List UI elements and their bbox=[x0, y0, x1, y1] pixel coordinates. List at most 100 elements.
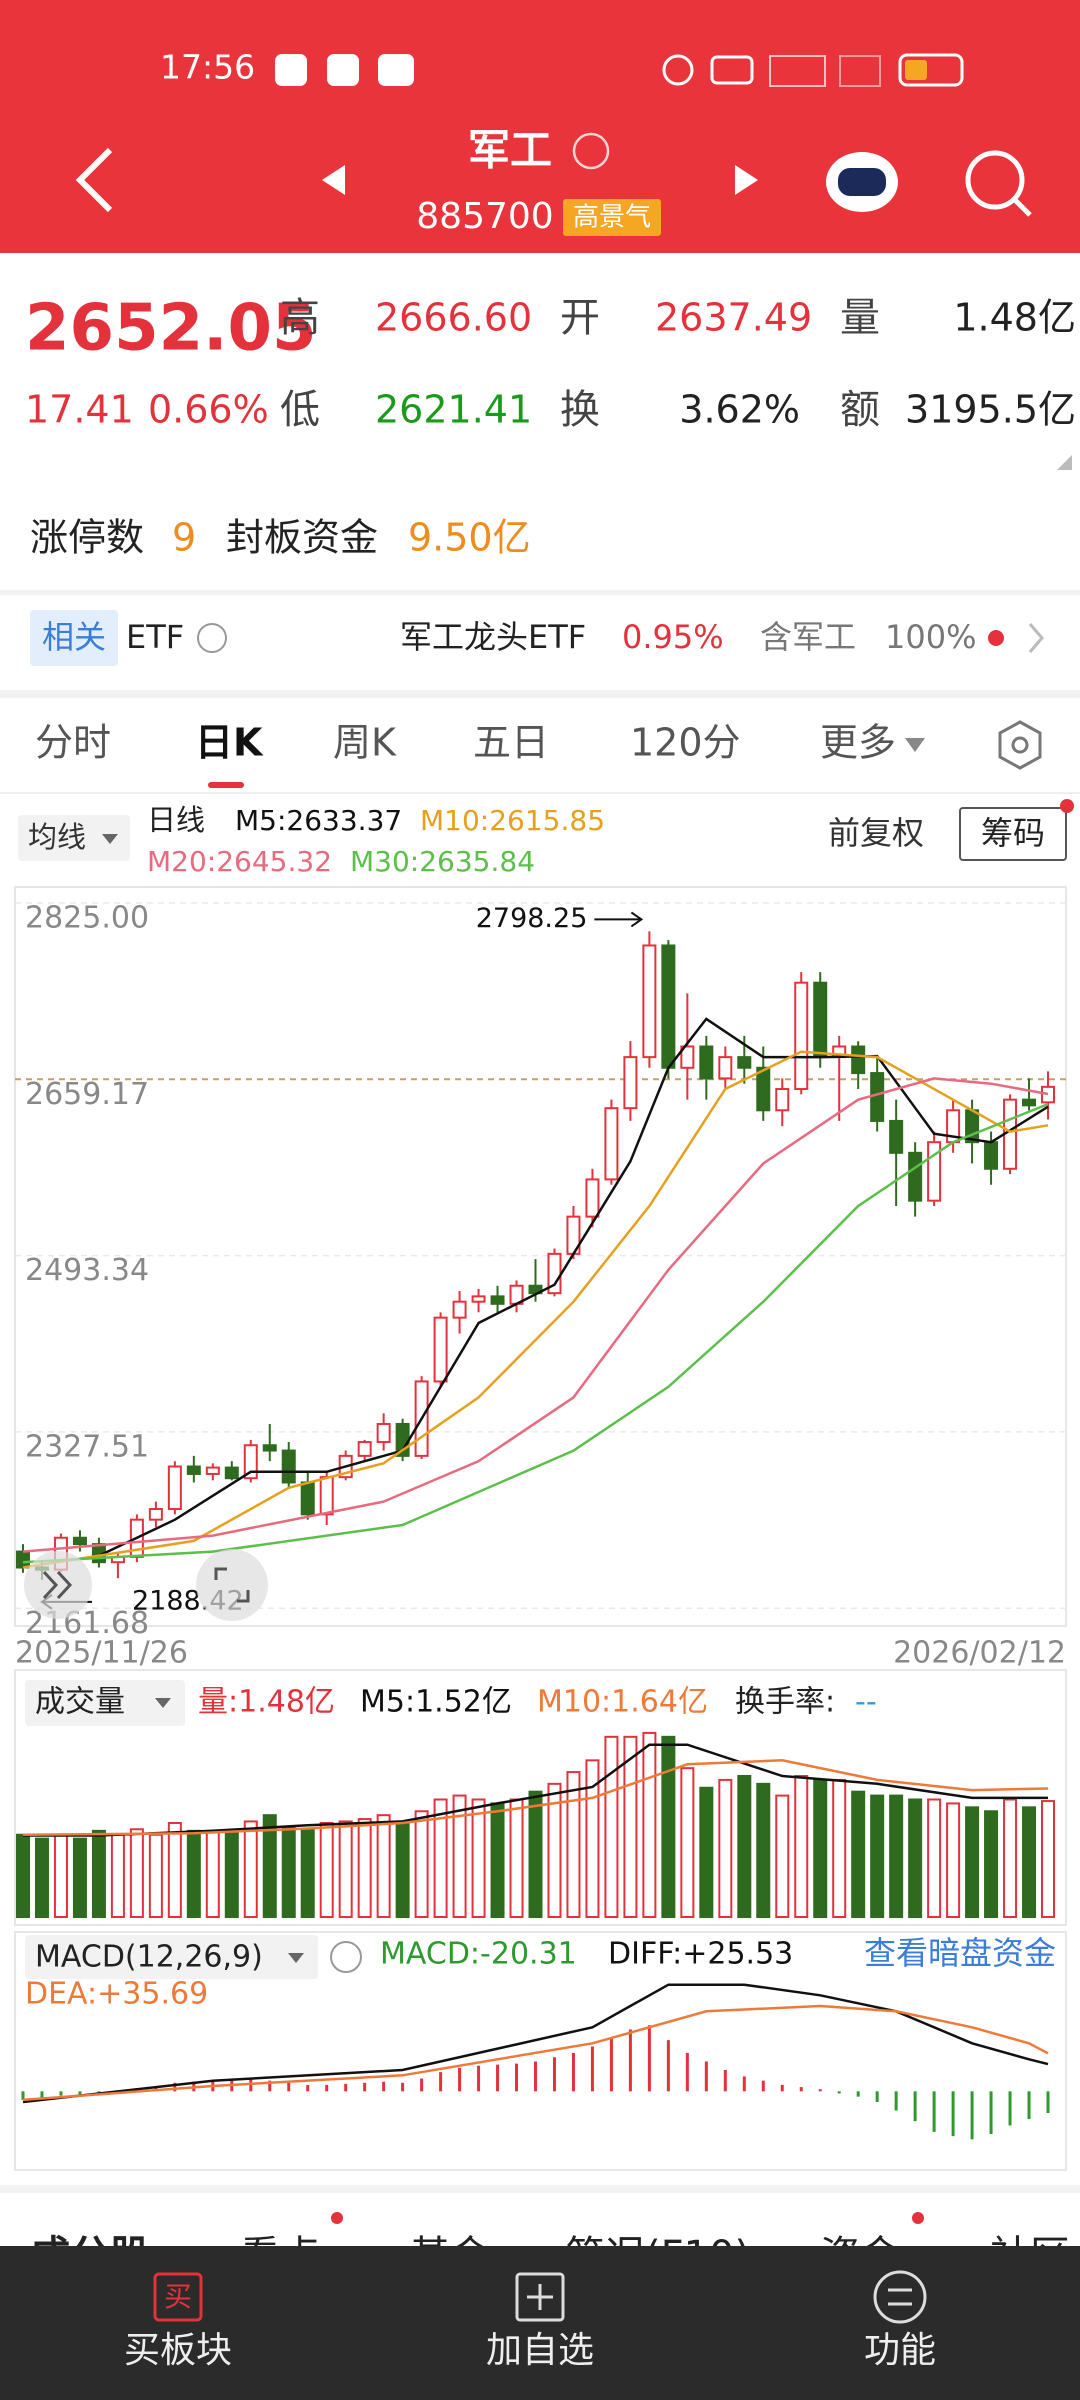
volume-bar bbox=[129, 1828, 144, 1919]
line bbox=[22, 1050, 1049, 1569]
settings-dot bbox=[1011, 736, 1029, 754]
volume-bar bbox=[718, 1778, 733, 1918]
volume-bar bbox=[262, 1814, 277, 1918]
ma-legend: M10:2615.85 bbox=[420, 804, 605, 837]
volume-bar bbox=[775, 1794, 790, 1919]
candle-body bbox=[908, 1151, 923, 1202]
tag-bg bbox=[563, 199, 661, 236]
volume-legend: -- bbox=[855, 1685, 877, 1720]
next-button[interactable] bbox=[735, 165, 758, 195]
settings-button[interactable] bbox=[998, 720, 1042, 770]
volume-bar bbox=[148, 1833, 163, 1918]
kline-frame bbox=[14, 886, 1067, 1627]
dropdown bbox=[905, 738, 925, 752]
chevron[interactable] bbox=[1028, 623, 1044, 653]
candle-body bbox=[718, 1056, 733, 1080]
adjust[interactable]: 前复权 bbox=[828, 814, 924, 852]
tab[interactable]: 更多 bbox=[820, 721, 896, 765]
volume-bar bbox=[167, 1822, 182, 1918]
limit-label: 涨停数 bbox=[30, 516, 144, 560]
volume-bar bbox=[965, 1806, 980, 1919]
ma-button[interactable]: 均线 bbox=[28, 820, 86, 854]
back-button[interactable] bbox=[75, 147, 113, 213]
etf-tag: 相关 bbox=[42, 618, 106, 656]
volume-bar bbox=[319, 1822, 334, 1918]
volume-bar bbox=[186, 1829, 201, 1919]
dropdown bbox=[155, 1698, 171, 1708]
volume-bar bbox=[205, 1831, 220, 1919]
line bbox=[23, 1743, 1048, 1837]
y-tick-label: 2659.17 bbox=[25, 1077, 149, 1112]
field-value: 2666.60 bbox=[375, 296, 532, 340]
battery-level bbox=[905, 60, 927, 80]
candle-body bbox=[756, 1066, 771, 1112]
candle-body bbox=[851, 1045, 866, 1075]
tab[interactable]: 分时 bbox=[35, 721, 111, 765]
line bbox=[22, 1983, 1049, 2104]
dot bbox=[1060, 799, 1074, 813]
volume-frame bbox=[14, 1669, 1067, 1926]
ma-button-bg[interactable] bbox=[18, 815, 130, 861]
candle-body bbox=[889, 1119, 904, 1154]
volume-button[interactable]: 成交量 bbox=[35, 1685, 125, 1720]
volume-bar bbox=[908, 1798, 923, 1918]
chips-button[interactable]: 筹码 bbox=[981, 814, 1045, 852]
volume-bar bbox=[509, 1798, 524, 1918]
nav-item[interactable]: 买板块 bbox=[124, 2330, 232, 2371]
nav-item[interactable]: 功能 bbox=[864, 2330, 936, 2371]
info-icon[interactable] bbox=[572, 132, 610, 170]
buy-icon[interactable] bbox=[153, 2272, 203, 2322]
line bbox=[98, 1017, 1049, 1557]
candle-body bbox=[72, 1536, 87, 1546]
volume-bar bbox=[1003, 1798, 1018, 1918]
volume-bar bbox=[34, 1837, 49, 1918]
x-label: 2026/02/12 bbox=[893, 1636, 1066, 1671]
candle-body bbox=[148, 1508, 163, 1521]
tab[interactable]: 120分 bbox=[630, 721, 741, 765]
dropdown bbox=[102, 834, 118, 844]
candle-body bbox=[1041, 1085, 1055, 1104]
candle-body bbox=[737, 1056, 752, 1069]
candle-body bbox=[300, 1481, 315, 1516]
volume-bar bbox=[281, 1825, 296, 1918]
volume-chart bbox=[16, 1731, 1055, 1919]
macd-button-bg[interactable] bbox=[25, 1935, 318, 1979]
volume-bar bbox=[490, 1802, 505, 1918]
help-icon[interactable] bbox=[197, 623, 227, 653]
chips-button-bg[interactable] bbox=[959, 807, 1067, 861]
add-icon[interactable] bbox=[515, 2272, 565, 2322]
etf-pct: 0.95% bbox=[622, 618, 724, 656]
nav-item[interactable]: 加自选 bbox=[486, 2330, 594, 2371]
volume-legend: M10:1.64亿 bbox=[537, 1685, 708, 1720]
volume-bar bbox=[1041, 1800, 1055, 1918]
limit-count: 9 bbox=[172, 516, 196, 560]
volume-bar bbox=[661, 1735, 676, 1919]
func-icon[interactable] bbox=[873, 2270, 927, 2324]
prev-button[interactable] bbox=[322, 165, 345, 195]
volume-bar bbox=[566, 1771, 581, 1919]
clock: 17:56 bbox=[160, 48, 255, 87]
candle-body bbox=[357, 1441, 372, 1457]
tab[interactable]: 五日 bbox=[473, 721, 549, 765]
fullscreen-icon bbox=[214, 1567, 250, 1603]
fullscreen-button[interactable] bbox=[196, 1549, 268, 1621]
holding-label: 含军工 bbox=[760, 618, 856, 656]
volume-bar bbox=[53, 1833, 68, 1918]
hd-icon bbox=[710, 55, 754, 85]
volume-bar bbox=[338, 1820, 353, 1919]
volume-button-bg[interactable] bbox=[25, 1680, 185, 1726]
candle-body bbox=[224, 1466, 239, 1480]
tab[interactable]: 周K bbox=[333, 721, 397, 765]
buy-icon-text: 买 bbox=[164, 2280, 192, 2313]
line bbox=[22, 2004, 1049, 2102]
help-icon[interactable] bbox=[330, 1941, 362, 1973]
expand-corner[interactable] bbox=[1057, 455, 1072, 470]
search-button[interactable] bbox=[965, 150, 1025, 210]
search-handle bbox=[1013, 198, 1032, 217]
volume-bar bbox=[528, 1790, 543, 1918]
macd-link[interactable]: 查看暗盘资金 bbox=[864, 1934, 1056, 1972]
macd-button[interactable]: MACD(12,26,9) bbox=[35, 1940, 263, 1975]
tab[interactable]: 日K bbox=[195, 721, 264, 765]
etf-name[interactable]: 军工龙头ETF bbox=[400, 618, 586, 656]
candle-body bbox=[490, 1295, 505, 1305]
